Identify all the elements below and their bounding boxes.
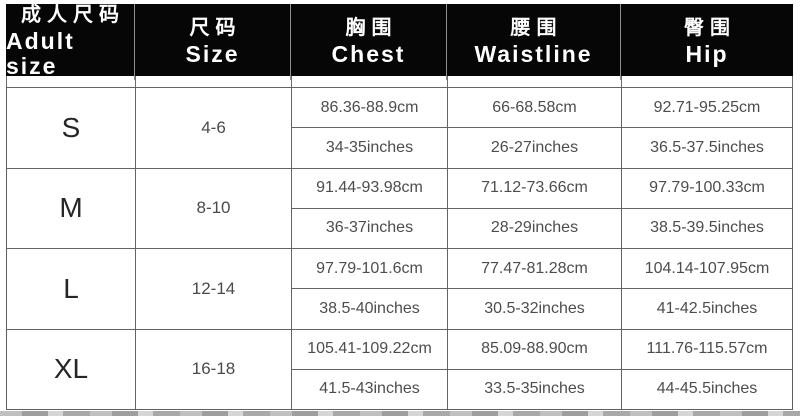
hip-inches-cell: 44-45.5inches bbox=[621, 368, 792, 409]
size-range-cell: 12-14 bbox=[135, 248, 291, 329]
hip-inches-cell: 41-42.5inches bbox=[621, 288, 792, 329]
size-chart-table: 成人尺码 Adult size 尺码 Size 胸围 Chest 腰围 Wais… bbox=[6, 4, 793, 410]
header-zh-label: 胸围 bbox=[345, 16, 398, 39]
header-cell-chest: 胸围 Chest bbox=[290, 4, 446, 80]
size-cell: L bbox=[7, 248, 135, 329]
table-body: S 4-6 86.36-88.9cm 66-68.58cm 92.71-95.2… bbox=[6, 87, 793, 410]
waistline-inches-cell: 30.5-32inches bbox=[447, 288, 621, 329]
header-zh-label: 成人尺码 bbox=[21, 4, 125, 26]
chest-inches-cell: 38.5-40inches bbox=[291, 288, 447, 329]
size-cell: M bbox=[7, 167, 135, 249]
hip-inches-cell: 38.5-39.5inches bbox=[621, 207, 792, 248]
header-en-label: Hip bbox=[685, 40, 729, 67]
header-cell-size: 尺码 Size bbox=[134, 4, 290, 80]
header-zh-label: 腰围 bbox=[510, 16, 563, 39]
chest-cm-cell: 91.44-93.98cm bbox=[291, 167, 447, 208]
waistline-inches-cell: 33.5-35inches bbox=[447, 368, 621, 409]
waistline-cm-cell: 85.09-88.90cm bbox=[447, 328, 621, 369]
header-zh-label: 尺码 bbox=[189, 16, 242, 39]
chest-cm-cell: 97.79-101.6cm bbox=[291, 248, 447, 289]
header-cell-adult-size: 成人尺码 Adult size bbox=[6, 4, 134, 80]
size-cell: S bbox=[7, 87, 135, 168]
hip-cm-cell: 92.71-95.25cm bbox=[621, 87, 792, 128]
cropped-next-section-strip bbox=[0, 411, 800, 416]
hip-cm-cell: 97.79-100.33cm bbox=[621, 167, 792, 208]
header-cell-waistline: 腰围 Waistline bbox=[446, 4, 620, 80]
header-zh-label: 臀围 bbox=[684, 16, 736, 39]
hip-cm-cell: 111.76-115.57cm bbox=[621, 328, 792, 369]
waistline-cm-cell: 66-68.58cm bbox=[447, 87, 621, 128]
header-en-label: Chest bbox=[331, 40, 406, 67]
waistline-inches-cell: 28-29inches bbox=[447, 207, 621, 248]
header-body-gap bbox=[6, 76, 793, 87]
size-cell: XL bbox=[7, 328, 135, 410]
size-range-cell: 8-10 bbox=[135, 167, 291, 248]
hip-inches-cell: 36.5-37.5inches bbox=[621, 127, 792, 168]
waistline-inches-cell: 26-27inches bbox=[447, 127, 621, 168]
hip-cm-cell: 104.14-107.95cm bbox=[621, 248, 792, 289]
table-header-row: 成人尺码 Adult size 尺码 Size 胸围 Chest 腰围 Wais… bbox=[6, 4, 793, 80]
size-range-cell: 16-18 bbox=[135, 328, 291, 409]
chest-inches-cell: 41.5-43inches bbox=[291, 368, 447, 409]
header-cell-hip: 臀围 Hip bbox=[620, 4, 793, 80]
waistline-cm-cell: 71.12-73.66cm bbox=[447, 167, 621, 208]
size-range-cell: 4-6 bbox=[135, 87, 291, 168]
header-en-label: Size bbox=[185, 40, 240, 67]
chest-inches-cell: 34-35inches bbox=[291, 127, 447, 168]
chest-cm-cell: 86.36-88.9cm bbox=[291, 87, 447, 128]
chest-inches-cell: 36-37inches bbox=[291, 207, 447, 248]
waistline-cm-cell: 77.47-81.28cm bbox=[447, 248, 621, 289]
header-en-label: Adult size bbox=[6, 28, 75, 80]
header-en-label: Waistline bbox=[474, 40, 593, 67]
chest-cm-cell: 105.41-109.22cm bbox=[291, 328, 447, 369]
